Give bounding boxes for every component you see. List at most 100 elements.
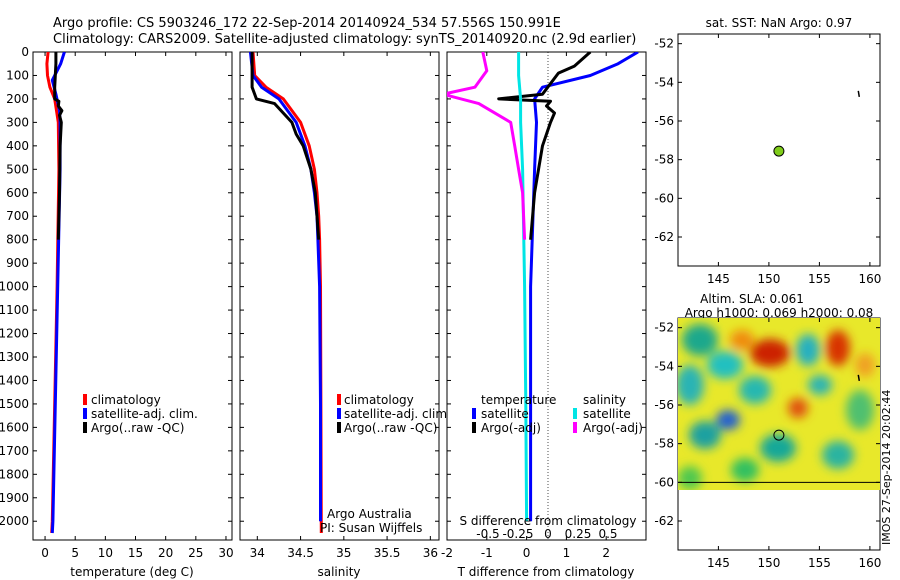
depth-tick-label: 1700 xyxy=(0,444,29,458)
difference-xlabel: T difference from climatology xyxy=(457,565,635,579)
temperature-x-axis: 0 5 10 15 20 25 30 xyxy=(41,52,234,560)
x-tick-label: 1 xyxy=(563,546,571,560)
sla-blob xyxy=(716,410,740,430)
depth-tick-label: 0 xyxy=(21,45,29,59)
map-x-tick-label: 160 xyxy=(858,272,881,286)
sst-map-title: sat. SST: NaN Argo: 0.97 xyxy=(706,16,853,30)
depth-tick-label: 300 xyxy=(6,115,29,129)
map-y-tick-label: -56 xyxy=(654,114,674,128)
temperature-plot-frame xyxy=(32,51,233,541)
legend-label-climatology: climatology xyxy=(91,393,161,407)
sla-blob xyxy=(739,376,771,404)
map-x-tick-label: 145 xyxy=(707,272,730,286)
depth-tick-label: 900 xyxy=(6,256,29,270)
sla-blob xyxy=(731,458,759,482)
legend-label-satellite: satellite-adj. clim. xyxy=(91,407,198,421)
depth-tick-label: 1000 xyxy=(0,280,29,294)
depth-tick-label: 600 xyxy=(6,186,29,200)
legend-label-argo: Argo(..raw -QC) xyxy=(91,421,184,435)
legend-swatch-climatology xyxy=(337,394,341,405)
legend-label-sal-satellite: satellite xyxy=(583,407,631,421)
sst-map-axes: 145 150 155 160 -52 -54 -56 -58 -60 -62 xyxy=(654,34,881,286)
island-mark xyxy=(857,374,861,382)
sla-blob xyxy=(678,466,702,490)
x-tick-label: 0 xyxy=(41,546,49,560)
x-tick-label: 20 xyxy=(158,546,173,560)
x-tick-label: 2 xyxy=(602,546,610,560)
legend-swatch-climatology xyxy=(83,394,87,405)
sla-blob xyxy=(730,330,754,350)
x-tick-label: -2 xyxy=(441,546,453,560)
salinity-xlabel: salinity xyxy=(317,565,360,579)
sla-blob xyxy=(822,441,854,469)
series-line xyxy=(53,52,64,240)
map-x-tick-label: 155 xyxy=(808,556,831,570)
sla-blob xyxy=(808,375,832,395)
legend-label-argo: Argo(..raw -QC) xyxy=(344,421,437,435)
difference-lines xyxy=(447,52,639,522)
x-tick-label: 34 xyxy=(250,546,265,560)
legend-swatch-temp-argo xyxy=(472,422,476,433)
sla-blob xyxy=(707,351,743,379)
x-tick-label: 36 xyxy=(423,546,438,560)
difference-x-axis: -2 -1 0 1 2 xyxy=(441,52,610,560)
map-x-tick-label: 160 xyxy=(858,556,881,570)
sla-blob xyxy=(796,334,820,366)
sla-blob xyxy=(678,365,704,405)
map-y-tick-label: -62 xyxy=(654,514,674,528)
salinity-plot-frame xyxy=(239,51,440,541)
map-y-tick-label: -60 xyxy=(654,191,674,205)
legend-swatch-satellite xyxy=(83,408,87,419)
sla-blob xyxy=(855,353,875,377)
temperature-xlabel: temperature (deg C) xyxy=(70,565,193,579)
sla-heatmap xyxy=(678,318,880,490)
depth-tick-label: 500 xyxy=(6,162,29,176)
sla-map-title-line1: Altim. SLA: 0.061 xyxy=(700,292,804,306)
sla-blob xyxy=(750,339,790,367)
s-tick-label: 0 xyxy=(544,527,552,541)
difference-legend: temperature salinity satellite Argo(-adj… xyxy=(472,393,643,435)
salinity-x-axis: 34 34.5 35 35.5 36 xyxy=(250,52,438,560)
sla-blob xyxy=(846,390,874,430)
depth-tick-label: 1100 xyxy=(0,303,29,317)
series-line xyxy=(447,52,527,240)
map-x-tick-label: 150 xyxy=(757,272,780,286)
sla-blob xyxy=(682,324,718,356)
salinity-legend: climatology satellite-adj. clim. Argo(..… xyxy=(337,393,451,435)
map-y-tick-label: -52 xyxy=(654,37,674,51)
header-line2: Climatology: CARS2009. Satellite-adjuste… xyxy=(53,32,636,47)
x-tick-label: 15 xyxy=(128,546,143,560)
sla-map-axes: 145 150 155 160 -52 -54 -56 -58 -60 -62 xyxy=(654,318,881,570)
map-x-tick-label: 155 xyxy=(808,272,831,286)
sla-map-marks xyxy=(678,374,880,483)
float-position-marker xyxy=(773,145,785,157)
map-y-tick-label: -60 xyxy=(654,475,674,489)
s-tick-label: -0.25 xyxy=(502,527,533,541)
depth-tick-label: 1600 xyxy=(0,420,29,434)
legend-swatch-satellite xyxy=(337,408,341,419)
sla-heatmap-blobs xyxy=(678,324,875,490)
x-tick-label: 35 xyxy=(336,546,351,560)
legend-swatch-sal-argo xyxy=(573,422,577,433)
legend-label-sal-argo: Argo(-adj) xyxy=(583,421,643,435)
map-y-tick-label: -62 xyxy=(654,230,674,244)
s-tick-label: -0.5 xyxy=(476,527,499,541)
temperature-legend: climatology satellite-adj. clim. Argo(..… xyxy=(83,393,198,435)
temperature-depth-axis: 0 100 200 300 400 500 600 700 800 900 1000 1100 1200… xyxy=(0,45,232,528)
legend-label-temp-satellite: satellite xyxy=(481,407,529,421)
x-tick-label: 30 xyxy=(218,546,233,560)
credit-pi: PI: Susan Wijffels xyxy=(320,521,422,535)
salinity-lines xyxy=(248,52,323,534)
legend-swatch-argo xyxy=(83,422,87,433)
sst-map-marks xyxy=(773,90,861,157)
depth-tick-label: 1900 xyxy=(0,491,29,505)
legend-title-salinity: salinity xyxy=(583,393,626,407)
x-tick-label: 10 xyxy=(98,546,113,560)
legend-label-climatology: climatology xyxy=(344,393,414,407)
depth-tick-label: 1200 xyxy=(0,327,29,341)
map-y-tick-label: -58 xyxy=(654,437,674,451)
series-line xyxy=(250,52,321,240)
difference-plot-frame xyxy=(446,51,647,541)
float-position-marker xyxy=(773,429,785,441)
